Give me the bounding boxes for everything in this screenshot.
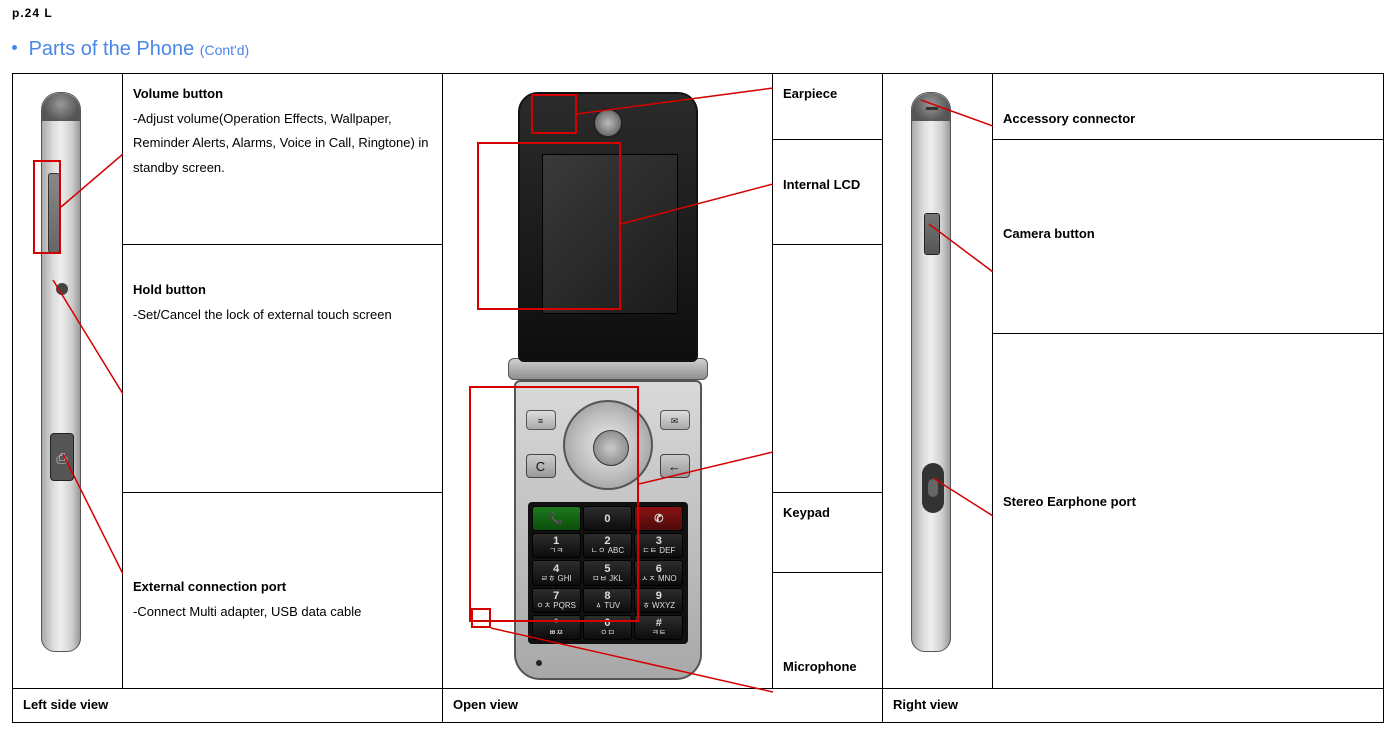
- left-side-phone: ⎙: [41, 92, 81, 652]
- page-header: p.24 L: [12, 6, 1384, 20]
- earphone-desc-cell: Stereo Earphone port: [993, 333, 1384, 688]
- volume-button-graphic: [48, 173, 60, 253]
- key-end: ✆: [634, 506, 683, 531]
- internal-lcd-label: Internal LCD: [783, 177, 860, 192]
- camera-label: Camera button: [1003, 226, 1095, 241]
- right-side-phone-cell: [883, 74, 993, 689]
- key-2: 2ㄴㅇ ABC: [583, 533, 632, 558]
- camera-button-graphic: [924, 213, 940, 255]
- mic-label-cell: Microphone: [773, 573, 883, 689]
- key-call: 📞: [532, 506, 581, 531]
- key-4: 4ㄹㅎ GHI: [532, 560, 581, 585]
- callout-mic: [471, 608, 491, 628]
- hold-button-graphic: [56, 283, 68, 295]
- open-spacer-cell: [773, 245, 883, 492]
- ext-desc-cell: External connection port -Connect Multi …: [123, 492, 443, 688]
- softkey-top-left: ≡: [526, 410, 556, 430]
- hold-desc: -Set/Cancel the lock of external touch s…: [133, 303, 432, 328]
- volume-desc: -Adjust volume(Operation Effects, Wallpa…: [133, 107, 432, 181]
- accessory-desc-cell: Accessory connector: [993, 74, 1384, 140]
- accessory-connector-graphic: [926, 107, 938, 110]
- camera-desc-cell: Camera button: [993, 140, 1384, 333]
- section-title-contd: (Cont'd): [200, 42, 249, 58]
- right-side-phone: [911, 92, 951, 652]
- keypad-graphic: 📞 0 ✆ 1ㄱㅋ 2ㄴㅇ ABC 3ㄷㅌ DEF 4ㄹㅎ GHI 5ㅁㅂ JK…: [528, 502, 688, 644]
- section-title: Parts of the Phone (Cont'd): [12, 38, 1384, 61]
- key-0: 0ㅇㅁ: [583, 615, 632, 640]
- ext-title: External connection port: [133, 575, 432, 600]
- key-8: 8ㅿ TUV: [583, 588, 632, 613]
- open-phone: ≡ ✉ C ← 📞 0 ✆ 1ㄱㅋ 2ㄴㅇ ABC 3ㄷㅌ DEF 4ㄹㅎ GH…: [503, 92, 713, 680]
- usb-port-graphic: ⎙: [50, 433, 74, 481]
- hold-desc-cell: Hold button -Set/Cancel the lock of exte…: [123, 245, 443, 492]
- ext-desc: -Connect Multi adapter, USB data cable: [133, 600, 432, 625]
- section-title-text: Parts of the Phone: [29, 38, 200, 60]
- bullet-icon: [12, 45, 17, 50]
- key-3: 3ㄷㅌ DEF: [634, 533, 683, 558]
- layout-table: ⎙ Volume button -Adjust volume(Operation…: [12, 73, 1384, 723]
- mic-label: Microphone: [783, 659, 857, 674]
- softkey-mid-left: C: [526, 454, 556, 478]
- earpiece-label-cell: Earpiece: [773, 74, 883, 140]
- key-hash: #ㅋㅌ: [634, 615, 683, 640]
- left-side-phone-cell: ⎙: [13, 74, 123, 689]
- volume-title: Volume button: [133, 82, 432, 107]
- earpiece-label: Earpiece: [783, 86, 837, 101]
- key-6: 6ㅅㅈ MNO: [634, 560, 683, 585]
- hold-title: Hold button: [133, 278, 432, 303]
- nav-circle: [563, 400, 653, 490]
- open-footer: Open view: [443, 689, 883, 723]
- key-star: *ㅃㅉ: [532, 615, 581, 640]
- softkey-top-right: ✉: [660, 410, 690, 430]
- open-view-phone-cell: ≡ ✉ C ← 📞 0 ✆ 1ㄱㅋ 2ㄴㅇ ABC 3ㄷㅌ DEF 4ㄹㅎ GH…: [443, 74, 773, 689]
- internal-lcd-graphic: [542, 154, 678, 314]
- accessory-label: Accessory connector: [1003, 111, 1135, 126]
- volume-desc-cell: Volume button -Adjust volume(Operation E…: [123, 74, 443, 245]
- earpiece-graphic: [593, 108, 623, 138]
- keypad-label-cell: Keypad: [773, 492, 883, 572]
- earphone-port-graphic: [922, 463, 944, 513]
- softkey-mid-right: ←: [660, 454, 690, 478]
- flip-top: [518, 92, 698, 362]
- microphone-graphic: [536, 660, 542, 666]
- key-7: 7ㅇㅊ PQRS: [532, 588, 581, 613]
- key-9: 9ㅎ WXYZ: [634, 588, 683, 613]
- key-r2c2: 0: [583, 506, 632, 531]
- right-footer: Right view: [883, 689, 1384, 723]
- keypad-label: Keypad: [783, 505, 830, 520]
- left-footer: Left side view: [13, 689, 443, 723]
- key-5: 5ㅁㅂ JKL: [583, 560, 632, 585]
- internal-lcd-label-cell: Internal LCD: [773, 140, 883, 245]
- flip-bottom: ≡ ✉ C ← 📞 0 ✆ 1ㄱㅋ 2ㄴㅇ ABC 3ㄷㅌ DEF 4ㄹㅎ GH…: [514, 380, 702, 680]
- key-1: 1ㄱㅋ: [532, 533, 581, 558]
- earphone-label: Stereo Earphone port: [1003, 494, 1136, 509]
